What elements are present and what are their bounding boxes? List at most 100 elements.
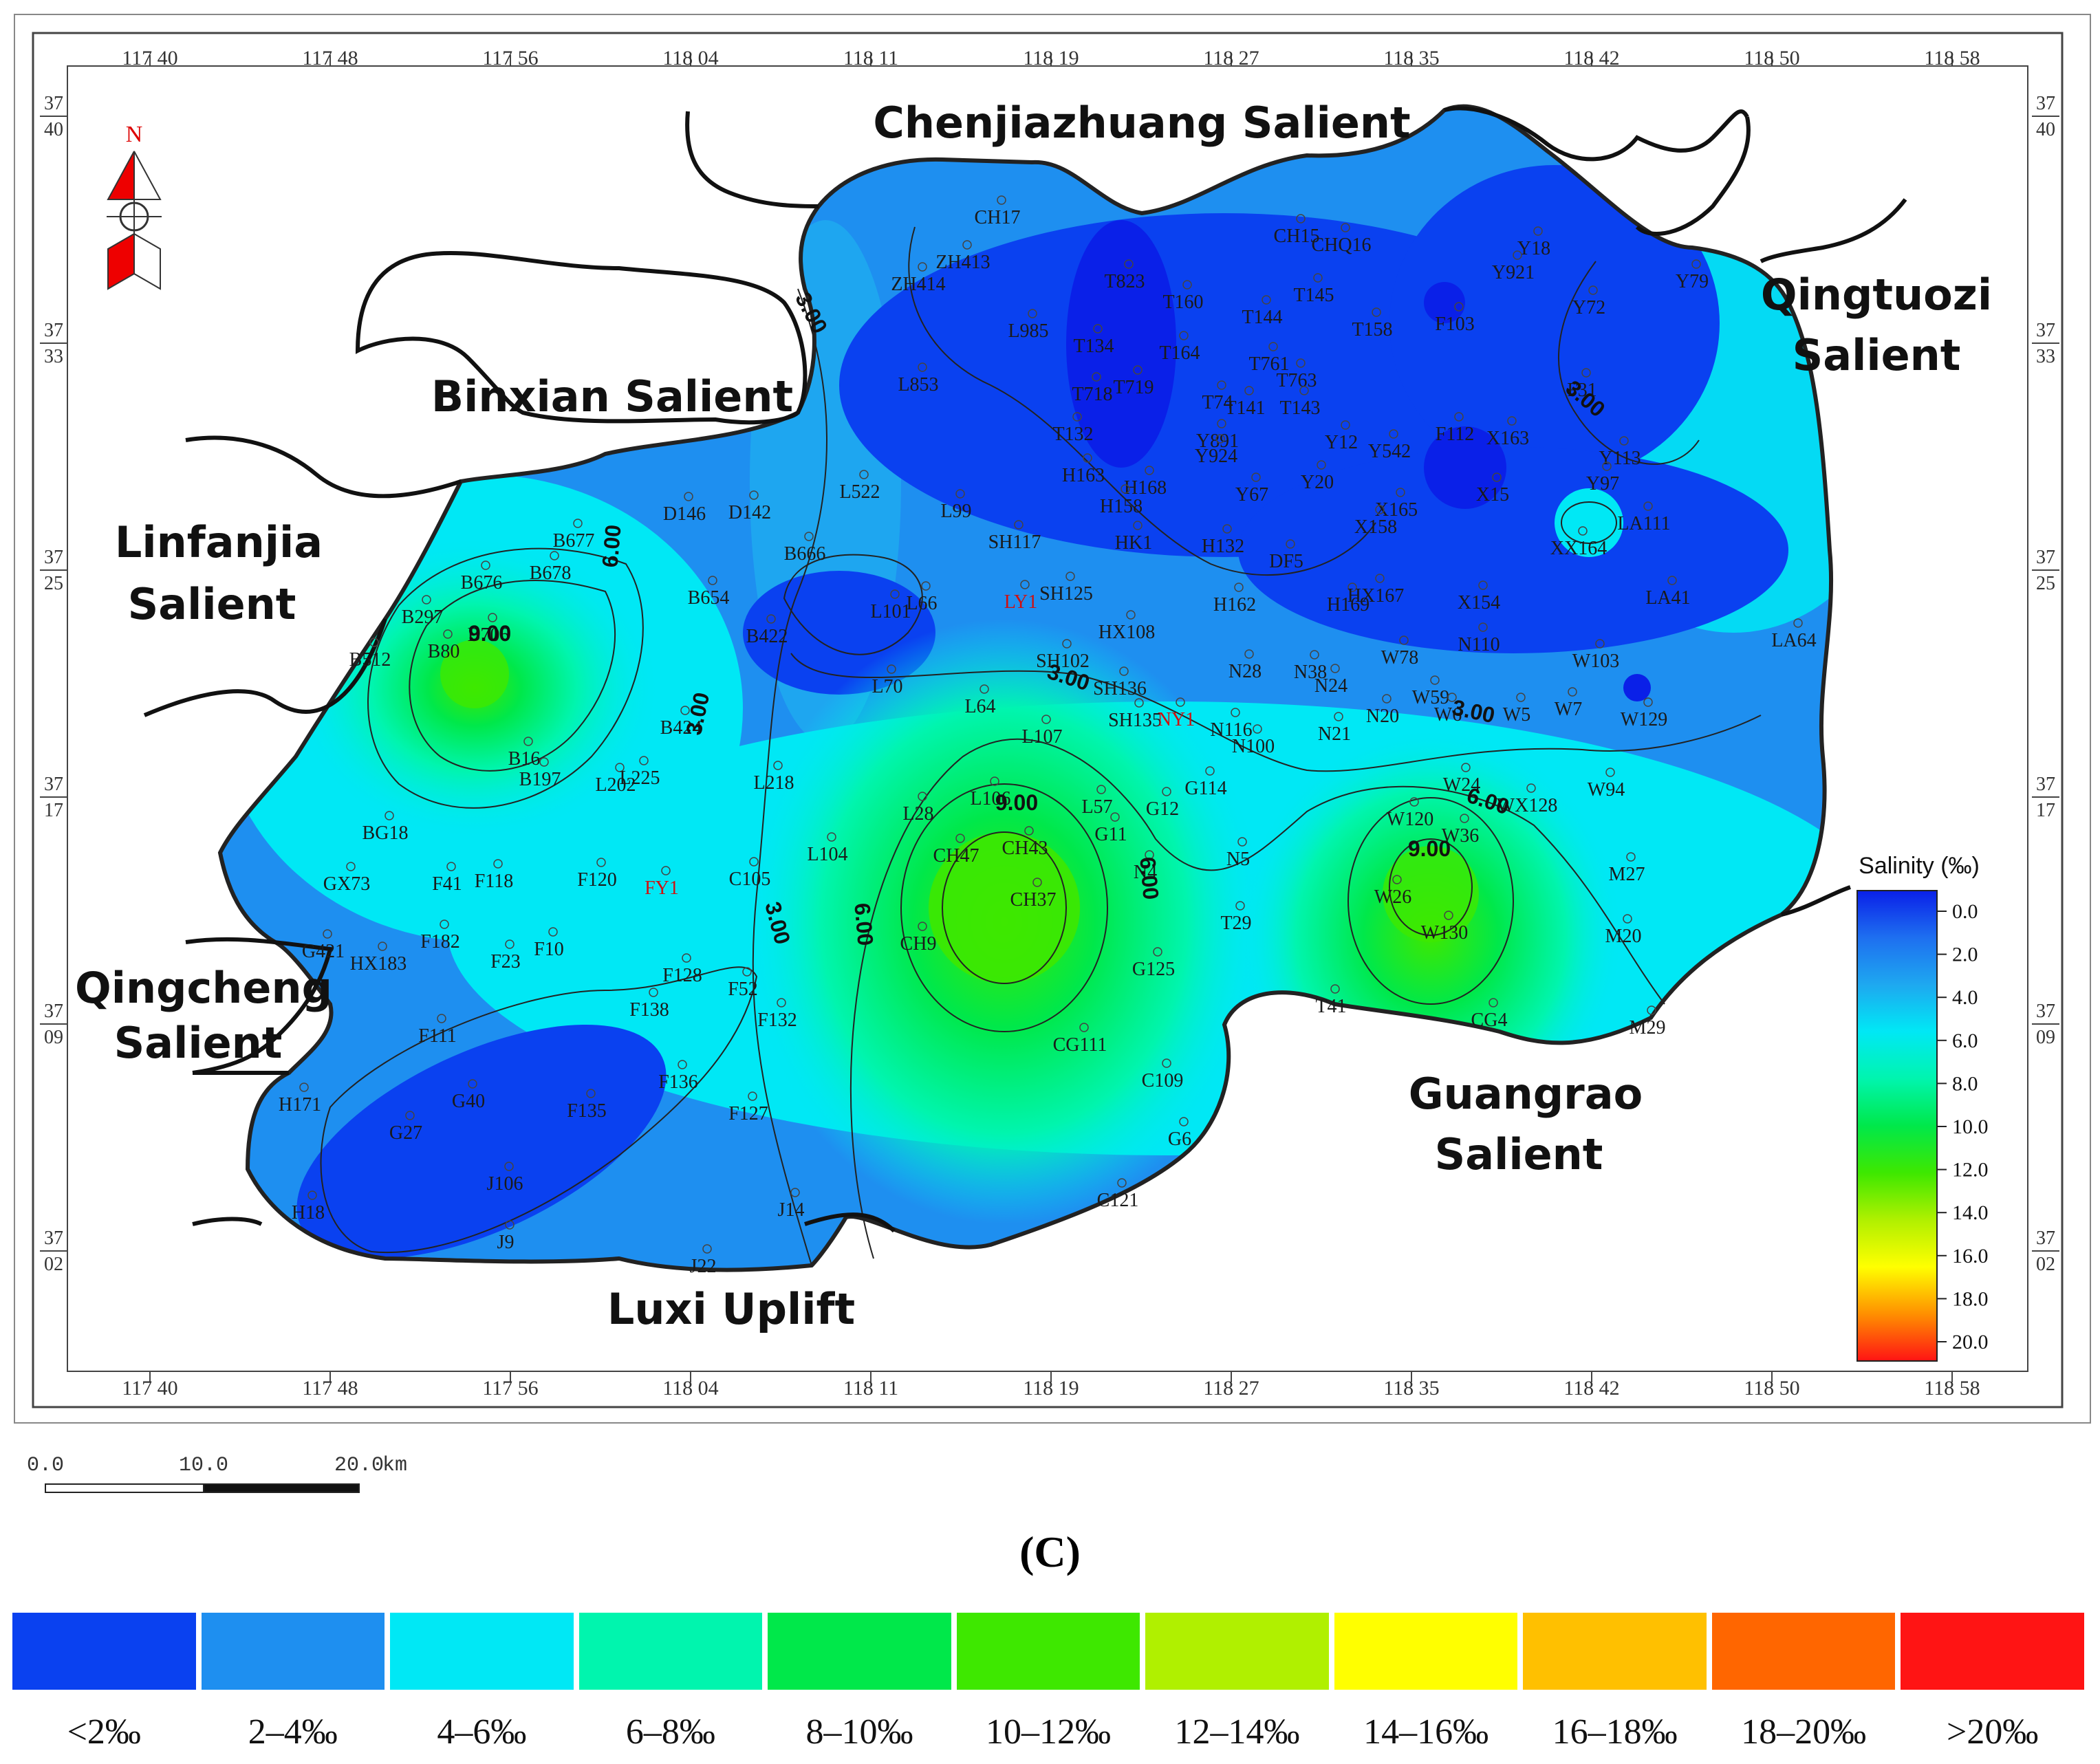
legend-label: 8–10‰ — [805, 1712, 913, 1752]
well-marker — [1205, 766, 1215, 776]
latitude-minute-label: 40 — [2036, 119, 2055, 140]
well-label: W5 — [1503, 704, 1530, 726]
well-marker — [1217, 419, 1226, 428]
well-label: XX164 — [1550, 538, 1607, 559]
well-marker — [1330, 984, 1340, 994]
well-label: T823 — [1104, 271, 1145, 292]
legend-swatch — [390, 1613, 574, 1690]
well-marker — [1334, 712, 1343, 721]
well-label: Y113 — [1599, 448, 1641, 469]
well-marker — [481, 560, 490, 570]
well-label: B424 — [660, 717, 702, 739]
well-label: HX183 — [350, 953, 407, 974]
well-marker — [1262, 295, 1271, 305]
longitude-tick-label: 118 11 — [843, 47, 898, 69]
well-label: CH9 — [900, 933, 937, 955]
well-label: G6 — [1168, 1129, 1191, 1150]
well-marker — [1179, 1117, 1189, 1126]
well-label: W120 — [1387, 809, 1433, 830]
latitude-axis-right: 37 40 37 33 37 25 37 17 37 09 37 02 — [2032, 93, 2059, 1275]
salinity-tick-label: 2.0 — [1952, 944, 1978, 966]
well-label: LA64 — [1771, 630, 1816, 651]
latitude-degree-label: 37 — [2036, 1001, 2055, 1022]
salinity-tick-label: 6.0 — [1952, 1030, 1978, 1052]
legend-label: 6–8‰ — [625, 1712, 715, 1752]
well-label: F128 — [662, 965, 702, 986]
well-marker — [955, 834, 965, 843]
well-marker — [918, 922, 927, 931]
well-marker — [804, 532, 814, 541]
well-marker — [1253, 724, 1262, 734]
legend-item: 14–16‰ — [1334, 1613, 1518, 1764]
longitude-tick-label: 118 42 — [1563, 1377, 1619, 1400]
well-marker — [1513, 250, 1522, 260]
well-label: G125 — [1132, 959, 1175, 980]
well-label: BG18 — [362, 823, 409, 844]
well-marker — [1244, 649, 1254, 659]
latitude-degree-label: 37 — [44, 93, 63, 114]
well-label: H171 — [279, 1094, 321, 1115]
well-label-red: FY1 — [645, 878, 679, 899]
map-inner-frame — [32, 32, 2064, 1408]
well-label: HX167 — [1347, 585, 1404, 607]
legend-item: 12–14‰ — [1145, 1613, 1329, 1764]
well-marker — [1222, 524, 1232, 534]
well-label: B297 — [402, 607, 444, 628]
map-outer-frame — [14, 14, 2091, 1424]
well-label: F127 — [728, 1103, 768, 1124]
well-label: LA41 — [1645, 587, 1690, 609]
region-label: Salient — [1435, 1129, 1603, 1179]
well-label: T158 — [1352, 319, 1392, 340]
well-marker — [742, 967, 752, 977]
latitude-axis-left: 37 40 37 33 37 25 37 17 37 09 37 02 — [40, 93, 67, 1275]
well-label: X15 — [1476, 484, 1509, 505]
well-label: F182 — [420, 931, 460, 952]
well-label: HX108 — [1098, 622, 1155, 643]
well-marker — [1507, 416, 1517, 426]
scale-label-20: 20.0 — [334, 1454, 384, 1477]
well-label: Y20 — [1301, 472, 1334, 493]
well-marker — [1382, 694, 1392, 704]
well-marker — [1162, 787, 1171, 796]
well-label: J14 — [778, 1199, 805, 1221]
well-marker — [1533, 226, 1543, 236]
salinity-tick-label: 0.0 — [1952, 900, 1978, 923]
well-label: H18 — [292, 1202, 325, 1223]
well-label: CH47 — [933, 845, 979, 867]
well-label: ZH413 — [935, 252, 990, 273]
well-marker — [1375, 505, 1385, 514]
well-marker — [1595, 639, 1605, 649]
well-marker — [1623, 914, 1632, 924]
longitude-tick-label: 118 42 — [1563, 47, 1619, 69]
well-label: Y79 — [1676, 271, 1709, 292]
well-label: CH17 — [975, 207, 1021, 228]
legend-item: 4–6‰ — [390, 1613, 574, 1764]
well-marker — [1093, 324, 1103, 334]
well-marker — [1492, 472, 1502, 482]
well-marker — [1072, 412, 1082, 422]
well-label: T144 — [1242, 307, 1282, 328]
latitude-minute-label: 02 — [2036, 1254, 2055, 1275]
well-marker — [766, 614, 776, 624]
region-label: Linfanjia — [115, 517, 323, 567]
well-label: CH43 — [1002, 838, 1048, 859]
well-marker — [1124, 259, 1134, 269]
well-marker — [1409, 797, 1419, 807]
well-label: W103 — [1572, 651, 1619, 672]
well-marker — [1647, 1005, 1656, 1015]
well-label: F132 — [757, 1010, 797, 1031]
well-marker — [887, 664, 896, 674]
well-label-red: NY1 — [1158, 709, 1195, 730]
region-label: Salient — [128, 579, 296, 629]
well-label: W130 — [1421, 922, 1468, 944]
well-marker — [1110, 812, 1120, 822]
well-marker — [548, 927, 558, 937]
well-label: B197 — [519, 769, 561, 790]
basin-boundary — [217, 104, 1834, 1272]
well-marker — [1014, 520, 1024, 530]
well-marker — [1330, 664, 1340, 673]
well-label: F120 — [577, 869, 617, 891]
legend-label: 2–4‰ — [248, 1712, 338, 1752]
well-label: CHQ16 — [1311, 235, 1371, 256]
well-label: T160 — [1162, 292, 1203, 313]
